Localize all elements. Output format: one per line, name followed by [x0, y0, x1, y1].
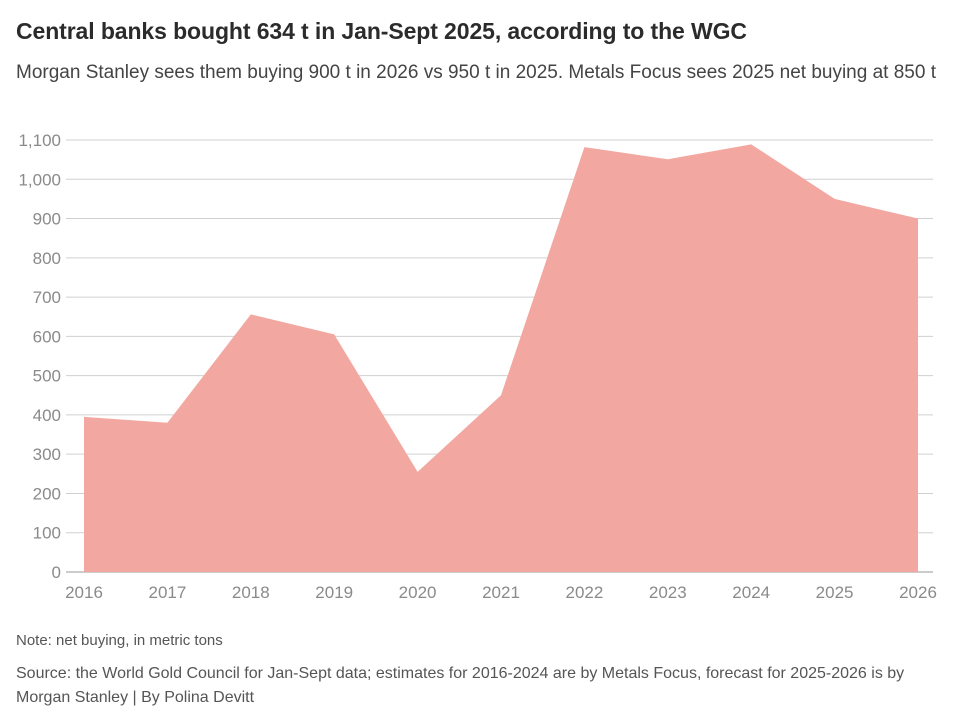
x-tick-label: 2025 — [816, 583, 854, 602]
x-tick-label: 2023 — [649, 583, 687, 602]
y-tick-label: 900 — [33, 210, 61, 229]
y-axis-tick-labels: 0 100 200 300 400 500 600 700 800 900 1,000 1,100 — [18, 131, 61, 582]
y-tick-label: 1,000 — [18, 170, 61, 189]
x-tick-label: 2017 — [148, 583, 186, 602]
area-chart: 0 100 200 300 400 500 600 700 800 900 1,000 1,100 2… — [18, 131, 937, 602]
x-tick-label: 2020 — [399, 583, 437, 602]
y-tick-label: 400 — [33, 406, 61, 425]
x-tick-label: 2024 — [732, 583, 770, 602]
y-tick-label: 600 — [33, 327, 61, 346]
chart-source: Source: the World Gold Council for Jan-S… — [16, 665, 905, 706]
y-tick-label: 100 — [33, 524, 61, 543]
y-tick-label: 300 — [33, 445, 61, 464]
y-tick-label: 200 — [33, 484, 61, 503]
x-tick-label: 2019 — [315, 583, 353, 602]
chart-subtitle: Morgan Stanley sees them buying 900 t in… — [16, 62, 936, 83]
area-series — [83, 144, 919, 572]
chart-title: Central banks bought 634 t in Jan-Sept 2… — [16, 18, 747, 44]
x-tick-label: 2022 — [565, 583, 603, 602]
x-tick-label: 2016 — [65, 583, 103, 602]
x-tick-label: 2021 — [482, 583, 520, 602]
x-axis-tick-labels: 2016 2017 2018 2019 2020 2021 2022 2023 2024 2025… — [65, 583, 937, 602]
chart-note: Note: net buying, in metric tons — [16, 632, 223, 649]
x-tick-label: 2026 — [899, 583, 937, 602]
y-tick-label: 700 — [33, 288, 61, 307]
area-fill — [84, 144, 918, 572]
y-tick-label: 500 — [33, 367, 61, 386]
y-tick-label: 800 — [33, 249, 61, 268]
y-tick-label: 1,100 — [18, 131, 61, 150]
y-tick-label: 0 — [52, 563, 61, 582]
x-tick-label: 2018 — [232, 583, 270, 602]
